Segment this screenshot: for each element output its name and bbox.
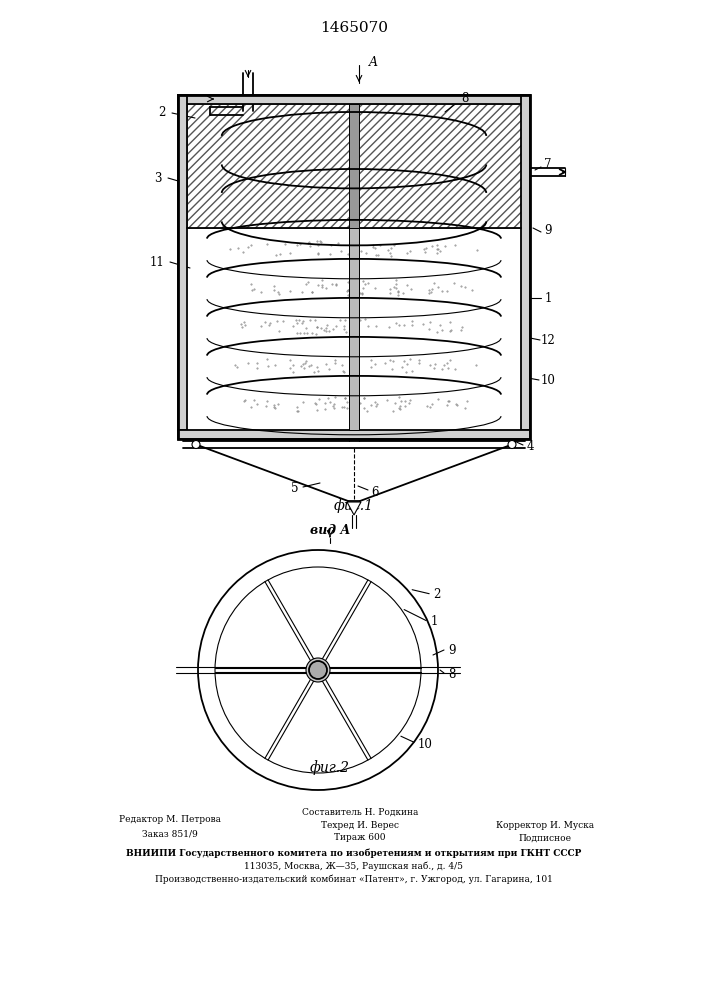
Text: 6: 6 bbox=[371, 486, 379, 498]
Text: 2: 2 bbox=[158, 106, 165, 119]
Text: Заказ 851/9: Заказ 851/9 bbox=[142, 830, 198, 838]
Bar bbox=[178, 430, 530, 439]
Text: 5: 5 bbox=[291, 482, 299, 494]
Text: 4: 4 bbox=[526, 440, 534, 454]
Bar bbox=[521, 95, 530, 430]
Text: 11: 11 bbox=[150, 255, 164, 268]
Text: 10: 10 bbox=[417, 738, 433, 751]
Text: 1: 1 bbox=[431, 615, 438, 628]
Text: Редактор М. Петрова: Редактор М. Петрова bbox=[119, 816, 221, 824]
Text: Техред И. Верес: Техред И. Верес bbox=[321, 820, 399, 830]
Text: 9: 9 bbox=[448, 644, 456, 656]
Text: A: A bbox=[369, 56, 378, 70]
Text: 7: 7 bbox=[544, 158, 551, 172]
Text: ВНИИПИ Государственного комитета по изобретениям и открытиям при ГКНТ СССР: ВНИИПИ Государственного комитета по изоб… bbox=[127, 848, 582, 858]
Circle shape bbox=[192, 440, 200, 448]
Text: вид A: вид A bbox=[310, 524, 350, 536]
Bar bbox=[187, 104, 521, 228]
Text: 1: 1 bbox=[544, 292, 551, 304]
Text: Корректор И. Муска: Корректор И. Муска bbox=[496, 820, 594, 830]
Bar bbox=[349, 104, 359, 228]
Text: 12: 12 bbox=[541, 334, 556, 347]
Text: 10: 10 bbox=[541, 373, 556, 386]
Text: 8: 8 bbox=[448, 668, 456, 682]
Text: фиг.2: фиг.2 bbox=[310, 761, 350, 775]
Circle shape bbox=[508, 440, 516, 448]
Text: фиг.1: фиг.1 bbox=[334, 499, 374, 513]
Text: Составитель Н. Родкина: Составитель Н. Родкина bbox=[302, 808, 418, 816]
Bar bbox=[178, 95, 187, 430]
Circle shape bbox=[309, 661, 327, 679]
Circle shape bbox=[306, 658, 330, 682]
Bar bbox=[349, 228, 359, 430]
Bar bbox=[178, 95, 530, 104]
Text: Подписное: Подписное bbox=[518, 834, 571, 842]
Text: 1465070: 1465070 bbox=[320, 21, 388, 35]
Text: 113035, Москва, Ж—35, Раушская наб., д. 4/5: 113035, Москва, Ж—35, Раушская наб., д. … bbox=[245, 861, 464, 871]
Text: 2: 2 bbox=[433, 588, 441, 601]
Text: 9: 9 bbox=[544, 224, 551, 236]
Text: 8: 8 bbox=[461, 92, 469, 104]
Text: Производственно-издательский комбинат «Патент», г. Ужгород, ул. Гагарина, 101: Производственно-издательский комбинат «П… bbox=[155, 874, 553, 884]
Bar bbox=[178, 95, 530, 439]
Text: Тираж 600: Тираж 600 bbox=[334, 834, 386, 842]
Polygon shape bbox=[347, 502, 361, 515]
Text: 3: 3 bbox=[154, 172, 162, 184]
